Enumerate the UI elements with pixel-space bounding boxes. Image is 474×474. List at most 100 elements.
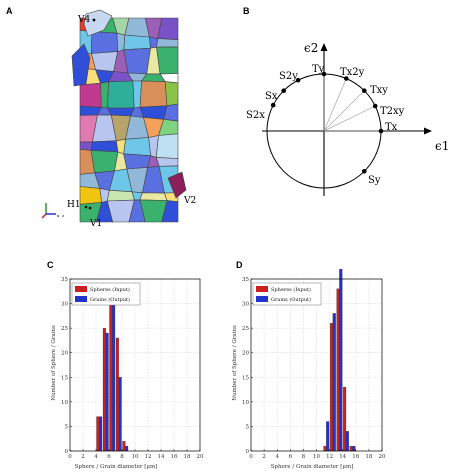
strain-point-sx <box>281 88 287 93</box>
y-tick-label: 0 <box>246 449 250 455</box>
x-tick-label: 10 <box>132 454 139 460</box>
x-tick-label: 20 <box>197 454 204 460</box>
bar-input <box>109 288 113 452</box>
y-tick-label: 30 <box>242 302 249 308</box>
x-tick-label: 0 <box>249 454 253 460</box>
chart-d-legend-swatch-output <box>256 296 268 302</box>
triad-label-x: x <box>57 213 60 218</box>
y-tick-label: 0 <box>65 449 69 455</box>
strain-ray <box>323 78 347 132</box>
chart-d-xlabel: Sphere / Grain diameter [μm] <box>271 464 354 470</box>
chart-c-legend-swatch-output <box>75 296 87 302</box>
panel-d-letter: D <box>236 260 243 270</box>
chart-c-legend: Spheres (Input) Grains (Output) <box>71 282 141 306</box>
strain-ray <box>323 105 376 132</box>
y-tick-label: 15 <box>242 375 249 381</box>
y-tick-label: 5 <box>246 424 250 430</box>
strain-ray <box>323 90 365 132</box>
y-tick-label: 25 <box>61 326 68 332</box>
label-h1: H1 <box>67 200 81 210</box>
label-t2xy: T2xy <box>380 106 405 117</box>
vertex-h1-dot-2 <box>88 206 92 210</box>
label-txy: Txy <box>370 85 388 96</box>
strain-diagram: ϵ2 ϵ1 Ty Tx2y S2y Txy Sx T2xy S2x Tx Sy <box>246 41 449 196</box>
grain-cell <box>123 34 151 51</box>
grain-cell <box>156 46 179 75</box>
grain-cell <box>90 140 119 153</box>
bar-output <box>105 332 109 452</box>
bar-output <box>345 431 349 452</box>
strain-point-tx2y <box>344 76 349 81</box>
x-tick-label: 6 <box>107 454 111 460</box>
y-tick-label: 20 <box>242 351 249 357</box>
grain-cell <box>79 82 102 108</box>
grain-cell <box>123 47 151 75</box>
axis-triad: x z <box>41 203 64 219</box>
label-v1: V1 <box>89 219 102 229</box>
label-v4: V4 <box>77 15 90 25</box>
x-tick-label: 20 <box>379 454 386 460</box>
bar-output <box>352 445 356 452</box>
x-tick-label: 14 <box>158 454 165 460</box>
label-s2x: S2x <box>246 110 265 121</box>
strain-point-txy <box>362 88 367 93</box>
x-tick-label: 8 <box>120 454 124 460</box>
chart-c-legend-input: Spheres (Input) <box>90 286 130 293</box>
bar-input <box>329 323 334 452</box>
x-tick-label: 18 <box>365 454 372 460</box>
chart-d-legend-output: Grains (Output) <box>271 296 311 303</box>
y-tick-label: 5 <box>65 424 69 430</box>
label-tx2y: Tx2y <box>340 67 365 78</box>
y-tick-label: 10 <box>242 400 249 406</box>
x-tick-label: 4 <box>94 454 98 460</box>
plot-area <box>70 279 200 451</box>
chart-c-legend-swatch-input <box>75 286 87 292</box>
x-tick-label: 8 <box>302 454 306 460</box>
bar-output <box>326 421 330 452</box>
x-tick-label: 4 <box>275 454 279 460</box>
x-tick-label: 12 <box>145 454 152 460</box>
grain-cell <box>139 192 168 201</box>
axis-e1-arrow <box>424 127 432 135</box>
bar-output <box>125 445 129 452</box>
x-tick-label: 12 <box>326 454 333 460</box>
chart-c-xlabel: Sphere / Grain diameter [μm] <box>75 464 158 470</box>
grain-cell <box>83 9 113 37</box>
bar-input <box>336 288 340 452</box>
grain-cell <box>106 189 135 202</box>
grain-cell <box>106 107 135 117</box>
strain-point-s2y <box>295 77 301 83</box>
x-tick-label: 14 <box>339 454 346 460</box>
x-tick-label: 10 <box>313 454 320 460</box>
grain-cell <box>71 43 91 87</box>
bar-input <box>102 327 106 452</box>
grain-cell <box>164 81 179 107</box>
axis-e2-label: ϵ2 <box>304 41 318 55</box>
x-tick-label: 18 <box>184 454 191 460</box>
grain-cell <box>157 17 179 41</box>
y-tick-label: 30 <box>61 302 68 308</box>
bar-input <box>323 445 327 452</box>
strain-point-ty <box>321 71 327 77</box>
x-tick-label: 0 <box>68 454 72 460</box>
bar-input <box>349 445 353 452</box>
label-ty: Ty <box>312 64 325 75</box>
grain-cell <box>116 32 126 53</box>
strain-point-tx <box>378 128 384 134</box>
panel-a-letter: A <box>6 6 13 16</box>
strain-point-s2x <box>270 102 276 108</box>
label-tx: Tx <box>385 122 398 133</box>
strain-point-t2xy <box>372 103 378 109</box>
bar-input <box>122 441 126 452</box>
x-tick-label: 6 <box>289 454 293 460</box>
bar-output <box>112 288 116 452</box>
chart-d-legend-swatch-input <box>256 286 268 292</box>
plot-area <box>251 279 382 451</box>
axis-e1-label: ϵ1 <box>435 139 449 153</box>
grain-cell <box>79 186 103 205</box>
chart-c-legend-output: Grains (Output) <box>90 296 130 303</box>
grain-cell <box>161 200 179 223</box>
grain-cell <box>139 80 168 108</box>
triad-label-z: z <box>62 213 64 218</box>
grain-cell <box>155 157 179 167</box>
